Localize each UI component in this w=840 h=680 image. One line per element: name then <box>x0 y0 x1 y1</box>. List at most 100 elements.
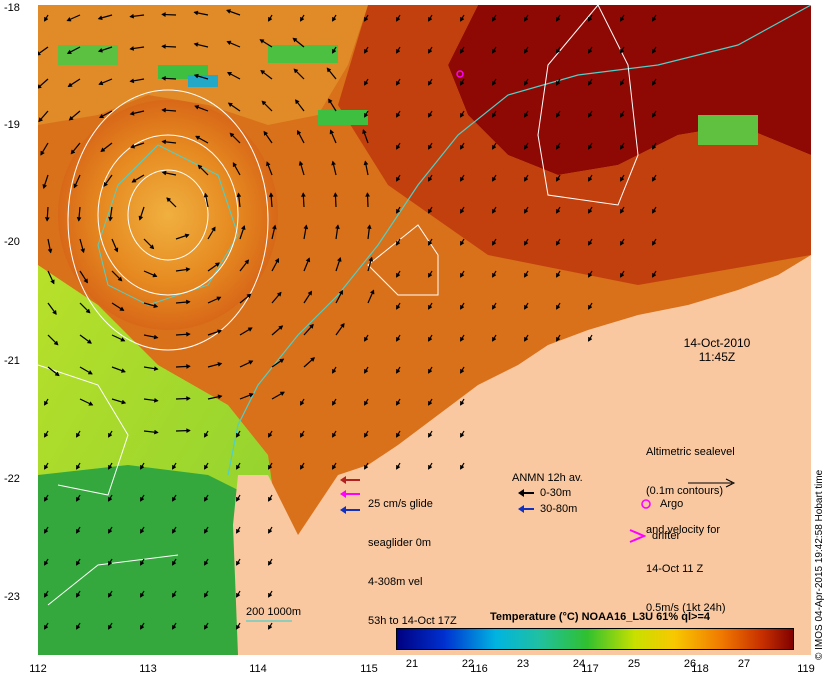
velocity-arrowhead <box>305 257 311 263</box>
sst-warm-region <box>338 5 811 285</box>
glider-legend-item: 4-308m vel <box>368 576 423 588</box>
velocity-arrowhead <box>492 16 497 22</box>
bathy-legend: 200 1000m <box>246 606 302 618</box>
velocity-arrowhead <box>108 496 113 502</box>
altimetry-line: Altimetric sealevel <box>646 446 735 458</box>
velocity-arrowhead <box>204 432 209 438</box>
velocity-arrowhead <box>428 16 433 22</box>
velocity-arrowhead <box>556 208 561 214</box>
velocity-arrowhead <box>303 224 309 230</box>
velocity-arrowhead <box>216 296 222 301</box>
velocity-arrowhead <box>524 48 529 54</box>
colorbar-tick: 21 <box>405 658 419 670</box>
velocity-arrowhead <box>492 208 497 214</box>
velocity-arrowhead <box>428 272 433 278</box>
velocity-arrowhead <box>588 240 593 246</box>
velocity-arrowhead <box>172 464 177 470</box>
y-tick: -19 <box>4 119 20 131</box>
velocity-arrowhead <box>524 112 529 118</box>
velocity-arrowhead <box>492 336 497 342</box>
velocity-arrowhead <box>524 304 529 310</box>
velocity-arrowhead <box>556 304 561 310</box>
velocity-arrowhead <box>588 112 593 118</box>
velocity-arrowhead <box>396 400 401 406</box>
velocity-arrowhead <box>309 323 314 329</box>
velocity-arrowhead <box>131 178 137 183</box>
argo-marker-map <box>456 70 464 78</box>
velocity-arrowhead <box>556 16 561 22</box>
velocity-arrowhead <box>45 217 50 222</box>
velocity-arrowhead <box>68 116 74 121</box>
velocity-arrowhead <box>268 432 273 438</box>
glider-legend-item: seaglider 0m <box>368 537 431 549</box>
velocity-arrowhead <box>460 208 465 214</box>
velocity-arrowhead <box>246 293 252 299</box>
velocity-arrowhead <box>620 272 625 278</box>
velocity-arrowhead <box>54 371 60 377</box>
velocity-arrowhead <box>364 368 369 374</box>
velocity-arrowhead <box>44 560 49 566</box>
velocity-arrowhead <box>108 216 113 222</box>
glider-legend-item: 25 cm/s glide <box>368 498 433 510</box>
velocity-arrowhead <box>76 216 82 222</box>
velocity-arrowhead <box>300 400 305 406</box>
velocity-arrowhead <box>204 528 209 534</box>
velocity-arrowhead <box>229 132 235 138</box>
velocity-arrowhead <box>152 273 158 278</box>
bathy-legend-line <box>246 620 292 622</box>
velocity-arrowhead <box>492 48 497 54</box>
velocity-arrowhead <box>76 624 81 630</box>
velocity-arrowhead <box>97 15 103 21</box>
velocity-arrowhead <box>85 308 91 314</box>
velocity-arrowhead <box>185 299 191 305</box>
velocity-arrowhead <box>300 432 305 438</box>
velocity-arrowhead <box>83 278 88 284</box>
velocity-arrowhead <box>652 48 657 54</box>
velocity-arrowhead <box>50 279 55 285</box>
velocity-arrowhead <box>52 310 57 315</box>
velocity-arrowhead <box>53 340 59 346</box>
colorbar-title: Temperature (°C) NOAA16_L3U 61% ql>=4 <box>490 611 710 623</box>
velocity-arrowhead <box>428 144 433 150</box>
velocity-arrowhead <box>364 80 369 86</box>
velocity-arrowhead <box>194 105 200 110</box>
velocity-arrowhead <box>66 49 72 54</box>
velocity-arrowhead <box>268 528 273 534</box>
velocity-arrowhead <box>396 208 401 214</box>
velocity-arrowhead <box>524 208 529 214</box>
velocity-arrowhead <box>524 144 529 150</box>
velocity-arrowhead <box>121 399 127 405</box>
y-tick: -22 <box>4 473 20 485</box>
velocity-arrowhead <box>108 592 113 598</box>
velocity-arrowhead <box>244 259 250 265</box>
velocity-arrowhead <box>364 112 369 118</box>
velocity-arrowhead <box>193 10 199 16</box>
land-mass <box>233 255 811 655</box>
velocity-arrowhead <box>38 51 41 56</box>
velocity-arrowhead <box>279 358 285 363</box>
velocity-arrowhead <box>301 192 306 197</box>
velocity-arrowhead <box>428 336 433 342</box>
velocity-arrowhead <box>108 464 113 470</box>
velocity-arrowhead <box>428 368 433 374</box>
velocity-arrowhead <box>300 16 305 22</box>
velocity-arrowhead <box>652 80 657 86</box>
velocity-arrowhead <box>556 176 561 182</box>
velocity-arrowhead <box>217 329 222 334</box>
velocity-arrowhead <box>76 592 81 598</box>
velocity-arrowhead <box>460 272 465 278</box>
velocity-arrowhead <box>193 73 199 79</box>
velocity-arrowhead <box>492 304 497 310</box>
velocity-arrowhead <box>460 400 465 406</box>
velocity-arrowhead <box>248 393 254 398</box>
velocity-arrowhead <box>185 267 191 272</box>
velocity-arrowhead <box>138 215 143 221</box>
velocity-arrowhead <box>556 336 561 342</box>
velocity-arrowhead <box>460 336 465 342</box>
velocity-arrowhead <box>331 160 336 166</box>
velocity-arrowhead <box>236 192 242 198</box>
map-date: 14-Oct-2010 11:45Z <box>672 336 762 364</box>
velocity-arrowhead <box>44 400 49 406</box>
velocity-arrowhead <box>652 16 657 22</box>
velocity-arrowhead <box>236 496 241 502</box>
